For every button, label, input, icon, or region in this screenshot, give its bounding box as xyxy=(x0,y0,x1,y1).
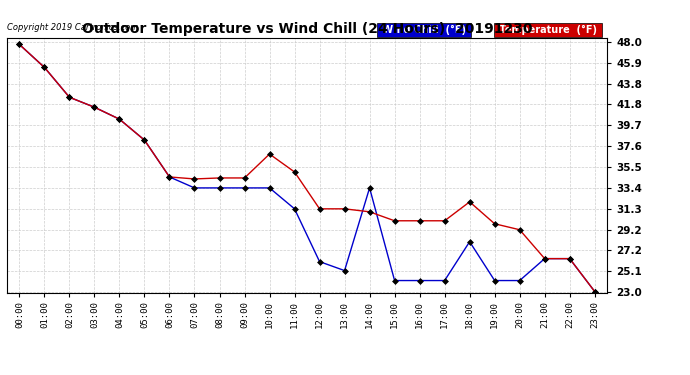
Text: Temperature  (°F): Temperature (°F) xyxy=(496,25,600,35)
Title: Outdoor Temperature vs Wind Chill (24 Hours)  20191230: Outdoor Temperature vs Wind Chill (24 Ho… xyxy=(82,22,532,36)
Text: Wind Chill  (°F): Wind Chill (°F) xyxy=(379,25,469,35)
Text: Copyright 2019 Cartronics.com: Copyright 2019 Cartronics.com xyxy=(7,23,138,32)
